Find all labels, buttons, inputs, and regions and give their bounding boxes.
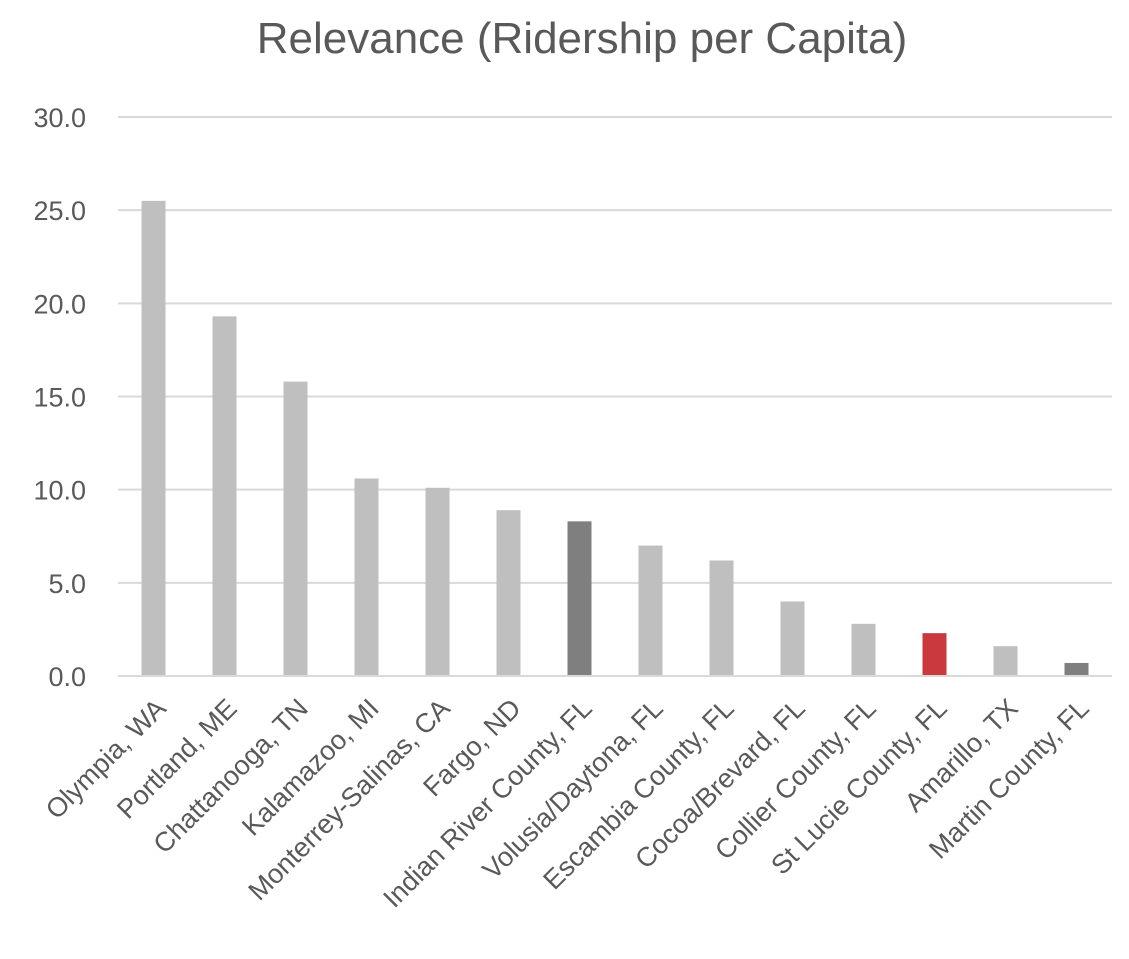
- y-axis-tick-labels: 0.0 5.0 10.0 15.0 20.0 25.0 30.0: [33, 103, 86, 692]
- bar: [425, 487, 450, 676]
- y-tick-label: 0.0: [48, 662, 86, 692]
- gridlines: [118, 116, 1112, 584]
- y-tick-label: 5.0: [48, 569, 86, 599]
- bar: [212, 316, 237, 676]
- y-tick-label: 25.0: [33, 196, 86, 226]
- y-tick-label: 30.0: [33, 103, 86, 133]
- bar: [141, 200, 166, 676]
- x-tick-label: Olympia, WA: [40, 693, 172, 825]
- y-tick-label: 15.0: [33, 383, 86, 413]
- bar: [993, 646, 1018, 676]
- bar: [1064, 662, 1089, 676]
- bar: [780, 601, 805, 676]
- bar: [496, 510, 521, 676]
- y-tick-label: 20.0: [33, 289, 86, 319]
- bar: [567, 521, 592, 676]
- bar: [354, 478, 379, 676]
- bar: [638, 545, 663, 676]
- y-tick-label: 10.0: [33, 476, 86, 506]
- bar: [283, 381, 308, 676]
- bar: [851, 623, 876, 676]
- bar: [922, 633, 947, 676]
- bar: [709, 560, 734, 676]
- bars: [141, 200, 1089, 676]
- chart-title: Relevance (Ridership per Capita): [257, 14, 908, 63]
